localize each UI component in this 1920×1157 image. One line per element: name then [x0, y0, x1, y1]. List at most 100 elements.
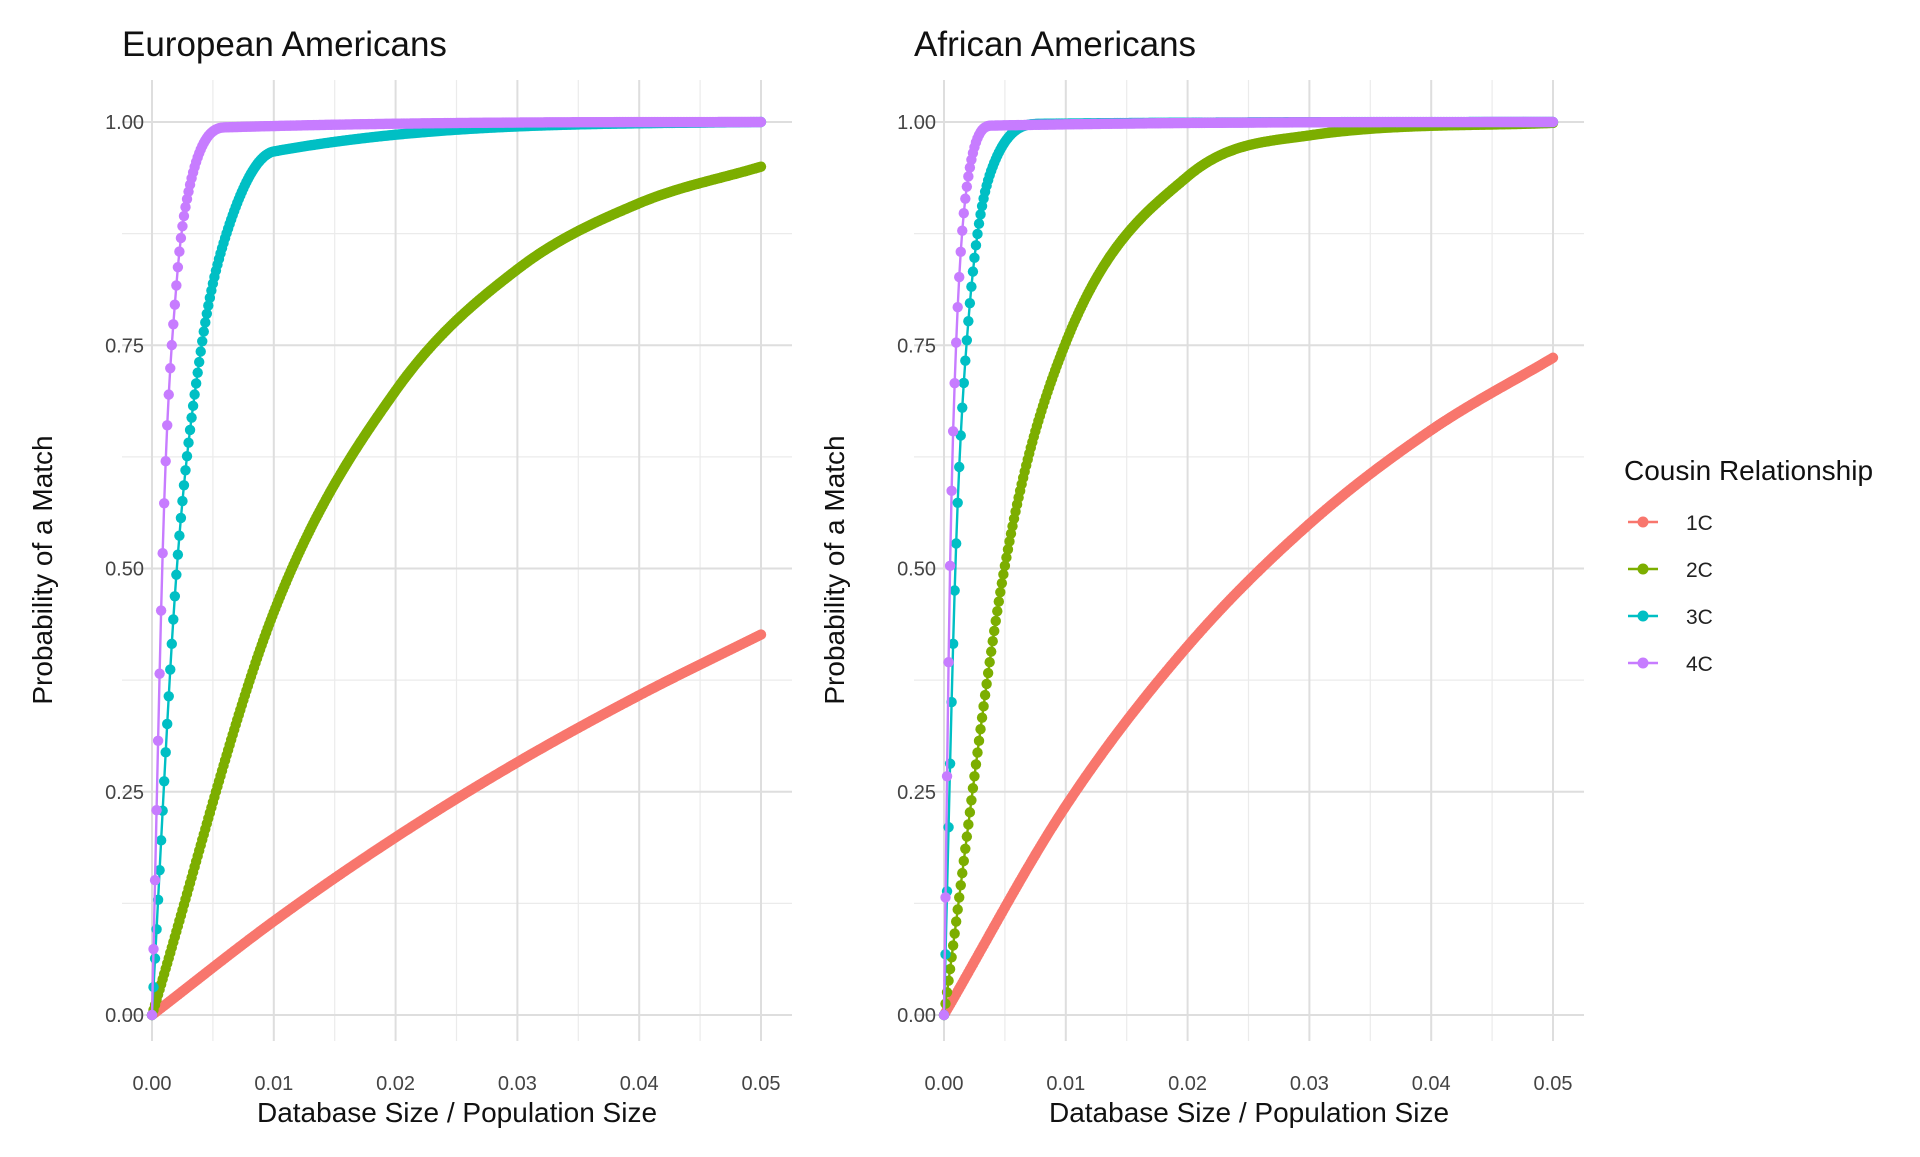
x-tick-label: 0.03: [1290, 1073, 1329, 1095]
data-point: [203, 300, 214, 311]
data-point: [154, 668, 165, 679]
data-point: [157, 548, 168, 559]
data-point: [969, 771, 980, 782]
panel-european-americans: European Americans 0.00 0.01 0.02 0.03 0.04 0…: [27, 25, 792, 1128]
data-point: [163, 691, 174, 702]
data-point: [995, 587, 1006, 598]
data-point: [946, 485, 957, 497]
tick-labels: 0.00 0.01 0.02 0.03 0.04 0.05 0.00 0.25 0.50 0.75…: [897, 112, 1572, 1095]
data-point: [174, 246, 185, 257]
data-point: [190, 378, 202, 389]
data-point: [1547, 116, 1559, 128]
data-point: [178, 480, 190, 491]
data-point: [175, 512, 187, 524]
data-point: [966, 795, 977, 806]
data-point: [181, 450, 193, 462]
x-tick-label: 0.04: [1412, 1073, 1451, 1095]
data-point: [963, 819, 974, 830]
data-point: [158, 498, 170, 509]
data-point: [950, 538, 962, 549]
data-point: [976, 712, 988, 723]
series-4C: [938, 116, 1559, 1021]
legend-item-1C: 1C: [1628, 512, 1713, 535]
legend: Cousin Relationship 1C 2C 3C 4C: [1624, 455, 1873, 676]
data-point: [986, 646, 997, 657]
data-point: [967, 266, 979, 277]
data-point: [162, 420, 173, 431]
data-point: [155, 835, 167, 846]
data-point: [960, 355, 971, 366]
data-point: [198, 326, 209, 337]
data-point: [973, 735, 985, 747]
data-point: [162, 718, 173, 730]
x-tick-label: 0.00: [133, 1073, 172, 1095]
data-point: [151, 805, 162, 816]
series-1C: [938, 352, 1559, 1021]
x-tick-label: 0.00: [925, 1073, 964, 1095]
data-point: [952, 301, 963, 313]
x-tick-label: 0.02: [1168, 1073, 1207, 1095]
data-point: [998, 569, 1009, 580]
y-tick-label: 1.00: [105, 112, 144, 134]
data-point: [186, 412, 197, 423]
data-point: [180, 465, 191, 476]
data-point: [960, 843, 971, 854]
data-point: [984, 657, 995, 668]
legend-item-3C: 3C: [1628, 606, 1713, 629]
data-point: [961, 335, 973, 346]
data-point: [966, 281, 977, 292]
grid: [122, 80, 792, 1041]
data-point: [163, 389, 174, 400]
data-point: [177, 221, 188, 232]
data-point: [970, 759, 982, 770]
legend-label: 4C: [1686, 653, 1713, 676]
data-point: [194, 356, 205, 368]
legend-label: 3C: [1686, 606, 1713, 629]
series-layer: [938, 116, 1559, 1021]
legend-item-2C: 2C: [1628, 559, 1713, 582]
legend-key-point: [1637, 657, 1649, 669]
series-2C: [146, 161, 767, 1021]
data-point: [947, 638, 959, 650]
data-point: [165, 363, 176, 374]
data-point: [166, 339, 177, 351]
data-point: [964, 807, 976, 818]
data-point: [197, 336, 208, 347]
data-point: [975, 724, 986, 735]
data-point: [943, 657, 954, 668]
legend-item-4C: 4C: [1628, 653, 1713, 676]
data-point: [981, 678, 992, 690]
data-point: [154, 864, 165, 876]
data-point: [1004, 536, 1015, 547]
data-point: [955, 246, 966, 257]
data-point: [950, 916, 962, 927]
data-point: [963, 171, 974, 182]
data-point: [152, 735, 164, 746]
panel-african-americans: African Americans 0.00 0.01 0.02 0.03 0.04 0.…: [819, 25, 1584, 1128]
legend-key-point: [1637, 610, 1649, 622]
data-point: [174, 530, 185, 541]
data-point: [169, 591, 181, 602]
x-tick-label: 0.03: [498, 1073, 537, 1095]
y-tick-label: 0.50: [897, 559, 936, 581]
data-point: [178, 210, 190, 222]
data-point: [943, 822, 954, 833]
data-point: [184, 424, 196, 436]
data-point: [175, 232, 187, 244]
x-tick-label: 0.02: [376, 1073, 415, 1095]
data-point: [171, 280, 182, 291]
data-point: [964, 162, 976, 173]
data-point: [955, 430, 966, 441]
data-point: [958, 377, 969, 389]
data-point: [201, 308, 213, 319]
data-point: [195, 346, 206, 357]
data-point: [954, 461, 965, 473]
data-point: [961, 181, 973, 192]
data-point: [973, 218, 985, 229]
data-point: [961, 831, 973, 842]
data-point: [996, 577, 1008, 589]
x-tick-label: 0.05: [742, 1073, 781, 1095]
y-tick-label: 1.00: [897, 112, 936, 134]
data-point: [949, 928, 960, 939]
